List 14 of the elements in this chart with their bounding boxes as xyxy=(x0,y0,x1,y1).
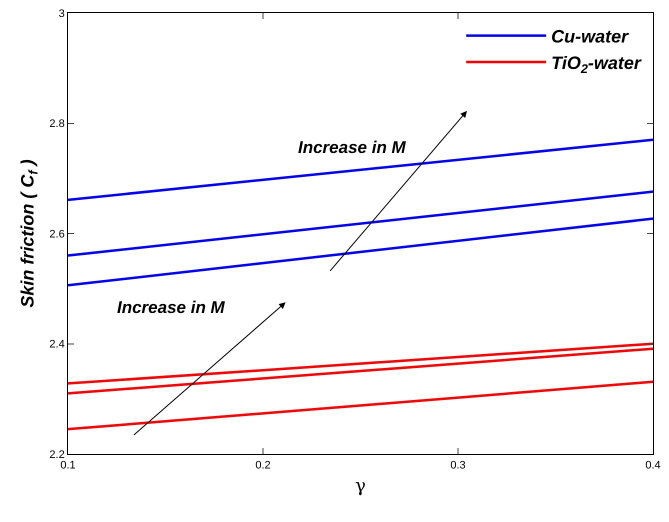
x-tick-label: 0.2 xyxy=(255,459,271,472)
y-tick-label: 2.4 xyxy=(49,338,65,351)
y-tick-label: 2.8 xyxy=(49,118,65,130)
x-tick-label: 0.4 xyxy=(645,459,661,472)
legend-label: Cu-water xyxy=(551,26,630,47)
y-tick-label: 2.6 xyxy=(49,228,65,240)
y-tick-label: 3 xyxy=(58,8,65,20)
x-tick-label: 0.1 xyxy=(60,459,76,472)
x-axis-title: γ xyxy=(355,475,366,496)
y-tick-label: 2.2 xyxy=(49,448,65,461)
annotation: Increase in M xyxy=(298,138,407,157)
x-tick-label: 0.3 xyxy=(450,459,466,472)
annotation: Increase in M xyxy=(117,298,226,317)
legend-label: TiO$_{2}$-water xyxy=(551,53,642,76)
